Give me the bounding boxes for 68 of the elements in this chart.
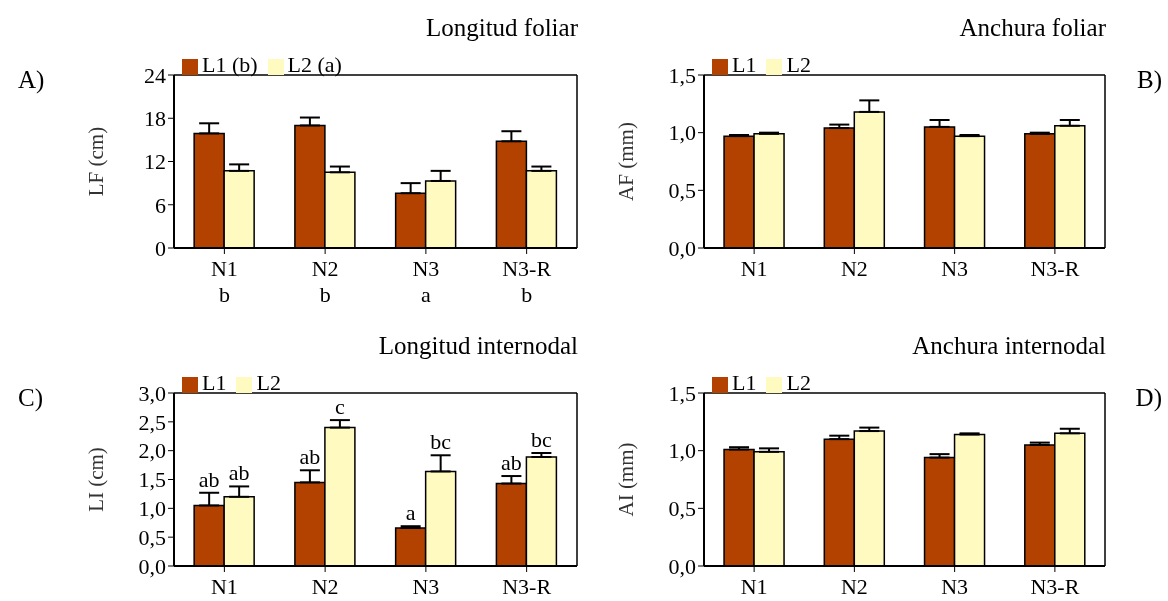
y-tick-label: 1,5 <box>668 380 696 406</box>
data-label: c <box>335 394 346 420</box>
x-tick-label: N3-R <box>1030 256 1080 281</box>
legend-label: L1 <box>732 370 757 395</box>
text: b <box>218 282 230 307</box>
y-tick-label: 1,0 <box>668 120 696 146</box>
text: C) <box>18 384 43 412</box>
y-tick-label: 3,0 <box>138 380 166 406</box>
y-tick-label: 12 <box>144 149 166 175</box>
chart-title: Anchura internodal <box>911 332 1106 360</box>
data-label: ab <box>198 466 220 492</box>
text: B) <box>1137 66 1162 94</box>
y-tick-label: 6 <box>155 192 166 218</box>
data-label: ab <box>501 450 522 476</box>
x-tick-label: N1 <box>740 574 768 599</box>
text: a <box>420 282 431 307</box>
x-tick-label: N3 <box>941 574 969 599</box>
legend-label: L2 <box>256 370 281 395</box>
x-tick-label: N3-R <box>1030 574 1080 599</box>
y-tick-label: 1,0 <box>668 438 696 464</box>
x-tick-label: N1 <box>740 256 768 281</box>
y-tick-label: 1,0 <box>138 496 166 522</box>
text: D) <box>1135 384 1162 412</box>
y-tick-label: 0,5 <box>668 496 696 522</box>
x-tick-label: N2 <box>311 574 339 599</box>
y-tick-label: 0,0 <box>138 553 166 579</box>
y-tick-label: 18 <box>144 106 166 132</box>
y-tick-label: 24 <box>144 62 166 88</box>
legend-label: L2 (a) <box>287 52 342 77</box>
y-tick-label: 0,5 <box>668 178 696 204</box>
legend-label: L1 (b) <box>202 52 258 77</box>
text: A) <box>18 66 45 94</box>
x-tick-label: N2 <box>840 574 868 599</box>
x-tick-label: N3 <box>412 256 440 281</box>
legend-label: L1 <box>732 52 757 77</box>
y-axis-title: AI (mm) <box>614 442 639 517</box>
chart-title: Anchura foliar <box>958 14 1106 42</box>
data-label: ab <box>299 444 321 470</box>
y-tick-label: 1,5 <box>668 62 696 88</box>
data-label: a <box>405 500 416 526</box>
x-tick-label: N2 <box>311 256 339 281</box>
text: b <box>521 282 533 307</box>
y-axis-title: LI (cm) <box>84 447 109 512</box>
chart-title: Longitud foliar <box>424 14 578 42</box>
y-tick-label: 2,0 <box>138 438 166 464</box>
y-tick-label: 0 <box>155 235 166 261</box>
x-tick-label: N1 <box>210 256 238 281</box>
chart-title: Longitud internodal <box>377 332 578 360</box>
y-tick-label: 2,5 <box>138 409 166 435</box>
x-tick-label: N3 <box>412 574 440 599</box>
y-axis-title: LF (cm) <box>84 126 109 197</box>
data-label: bc <box>430 429 452 455</box>
legend-label: L1 <box>202 370 227 395</box>
x-tick-label: N3-R <box>502 256 552 281</box>
data-label: bc <box>531 426 553 452</box>
y-tick-label: 1,5 <box>138 467 166 493</box>
x-tick-label: N3 <box>941 256 969 281</box>
text: b <box>319 282 331 307</box>
x-tick-label: N2 <box>840 256 868 281</box>
data-label: ab <box>228 460 250 486</box>
legend-label: L2 <box>786 52 811 77</box>
y-tick-label: 0,0 <box>668 553 696 579</box>
y-axis-title: AF (mm) <box>614 122 639 201</box>
y-tick-label: 0,5 <box>138 524 166 550</box>
x-tick-label: N3-R <box>502 574 552 599</box>
y-tick-label: 0,0 <box>668 235 696 261</box>
legend-label: L2 <box>786 370 811 395</box>
x-tick-label: N1 <box>210 574 238 599</box>
